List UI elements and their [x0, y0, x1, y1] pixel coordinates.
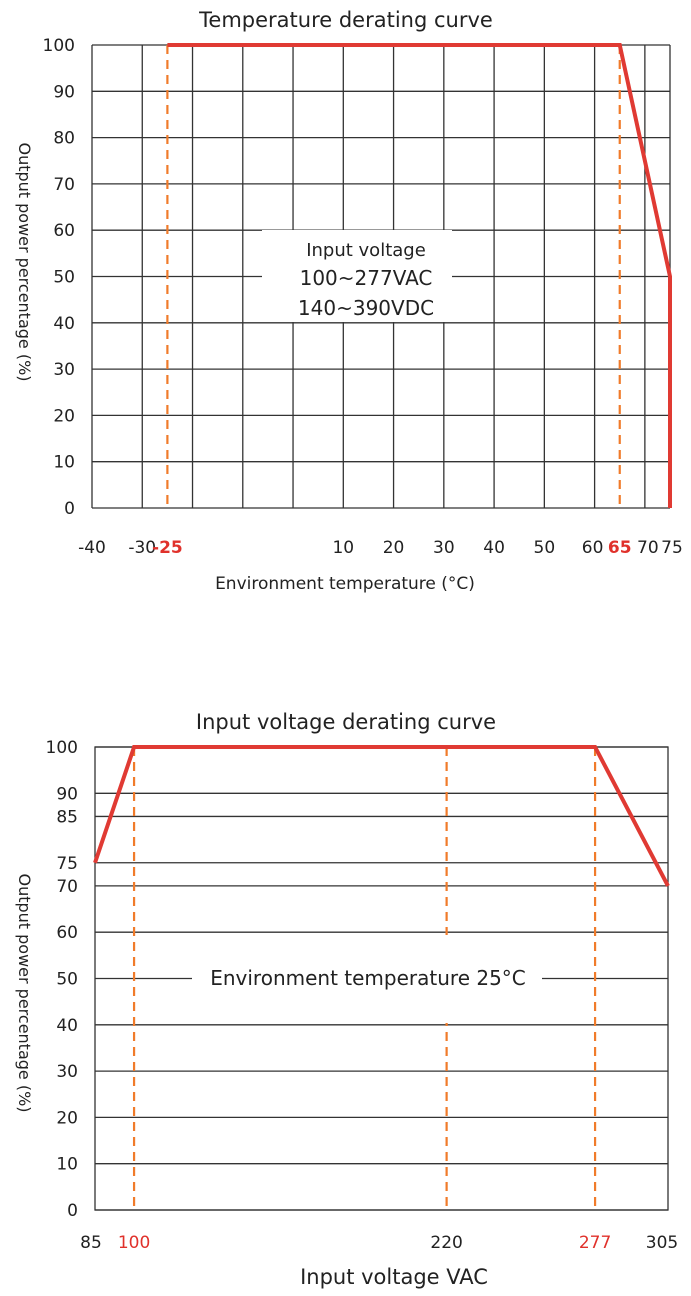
y-tick-label: 40: [53, 314, 75, 334]
x-tick-label: 65: [608, 538, 632, 558]
x-tick-label: -30: [128, 538, 156, 558]
x-tick-label: 20: [383, 538, 405, 558]
annotation-line: Input voltage: [306, 240, 426, 261]
x-tick-label: 220: [430, 1233, 462, 1253]
y-tick-label: 40: [56, 1016, 78, 1036]
x-axis-label: Environment temperature (°C): [215, 574, 475, 594]
x-tick-label: -40: [78, 538, 106, 558]
x-tick-label: 40: [483, 538, 505, 558]
y-tick-label: 90: [53, 82, 75, 102]
x-tick-label: 85: [80, 1233, 102, 1253]
x-tick-label: -25: [152, 538, 183, 558]
y-tick-label: 0: [67, 1201, 78, 1221]
annotation-box: [192, 935, 542, 1023]
x-tick-label: 70: [637, 538, 659, 558]
y-tick-label: 30: [53, 360, 75, 380]
y-tick-label: 60: [56, 923, 78, 943]
y-tick-label: 80: [53, 129, 75, 149]
x-tick-label: 277: [579, 1233, 611, 1253]
y-tick-label: 50: [53, 268, 75, 288]
y-tick-label: 30: [56, 1062, 78, 1082]
x-tick-label: 60: [582, 538, 604, 558]
y-axis-label: Output power percentage (%): [15, 142, 34, 381]
annotation-line: 140~390VDC: [298, 296, 434, 320]
x-tick-label: 75: [661, 538, 683, 558]
x-tick-label: 100: [118, 1233, 150, 1253]
annotation-box: [262, 230, 452, 322]
y-tick-label: 20: [56, 1108, 78, 1128]
y-tick-label: 90: [56, 784, 78, 804]
y-tick-label: 0: [64, 499, 75, 519]
y-tick-label: 75: [56, 854, 78, 874]
y-tick-label: 100: [46, 738, 78, 758]
y-tick-label: 85: [56, 807, 78, 827]
y-tick-label: 50: [56, 970, 78, 990]
y-tick-label: 100: [43, 36, 75, 56]
annotation-line: 100~277VAC: [300, 266, 433, 290]
y-axis-label: Output power percentage (%): [15, 873, 34, 1112]
derating-curve: [167, 43, 672, 508]
y-tick-label: 70: [56, 877, 78, 897]
y-tick-label: 20: [53, 406, 75, 426]
chart-title: Input voltage derating curve: [196, 710, 496, 734]
temperature-derating-chart: Temperature derating curve 0 10 20 30 40 50 60 7…: [15, 8, 683, 594]
x-tick-label: 10: [332, 538, 354, 558]
x-tick-label: 30: [433, 538, 455, 558]
x-axis-label: Input voltage VAC: [300, 1265, 488, 1289]
y-tick-label: 10: [53, 453, 75, 473]
annotation-line: Environment temperature 25°C: [210, 966, 526, 990]
x-tick-label: 305: [646, 1233, 678, 1253]
chart-title: Temperature derating curve: [198, 8, 493, 32]
y-tick-label: 60: [53, 221, 75, 241]
x-tick-label: 50: [534, 538, 556, 558]
voltage-derating-chart: Input voltage derating curve 0 10 20 30 40 50 6…: [15, 710, 678, 1289]
y-tick-label: 10: [56, 1155, 78, 1175]
y-tick-label: 70: [53, 175, 75, 195]
derating-curve: [93, 745, 670, 887]
